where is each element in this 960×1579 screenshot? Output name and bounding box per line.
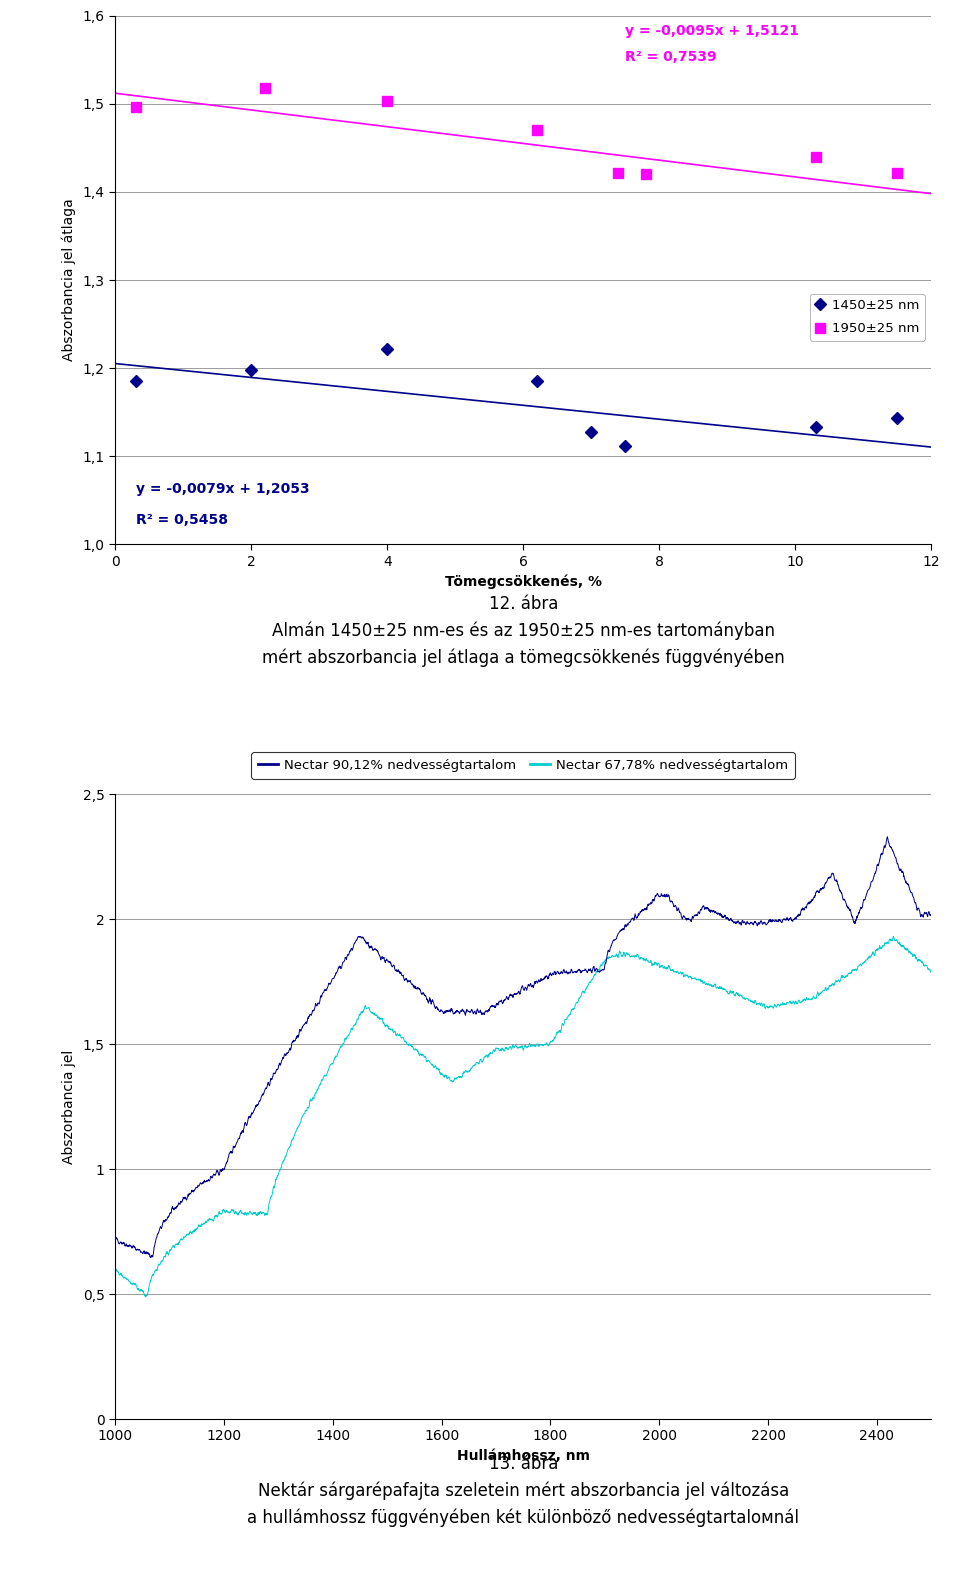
X-axis label: Hullámhossz, nm: Hullámhossz, nm — [457, 1450, 589, 1464]
Text: 13. ábra
Nektár sárgarépafajta szeletein mért abszorbancia jel változása
a hullá: 13. ábra Nektár sárgarépafajta szeletein… — [248, 1454, 799, 1527]
Text: 12. ábra
Almán 1450±25 nm-es és az 1950±25 nm-es tartományban
mért abszorbancia : 12. ábra Almán 1450±25 nm-es és az 1950±… — [262, 595, 784, 666]
Y-axis label: Abszorbancia jel: Abszorbancia jel — [61, 1050, 76, 1164]
Legend: 1450±25 nm, 1950±25 nm: 1450±25 nm, 1950±25 nm — [809, 294, 924, 341]
Text: R² = 0,5458: R² = 0,5458 — [135, 513, 228, 527]
Text: R² = 0,7539: R² = 0,7539 — [625, 51, 717, 65]
Text: y = -0,0079x + 1,2053: y = -0,0079x + 1,2053 — [135, 482, 309, 496]
Text: y = -0,0095x + 1,5121: y = -0,0095x + 1,5121 — [625, 24, 799, 38]
X-axis label: Tömegcsökkenés, %: Tömegcsökkenés, % — [444, 575, 602, 589]
Y-axis label: Abszorbancia jel átlaga: Abszorbancia jel átlaga — [61, 199, 76, 362]
Legend: Nectar 90,12% nedvességtartalom, Nectar 67,78% nedvességtartalom: Nectar 90,12% nedvességtartalom, Nectar … — [252, 752, 795, 778]
